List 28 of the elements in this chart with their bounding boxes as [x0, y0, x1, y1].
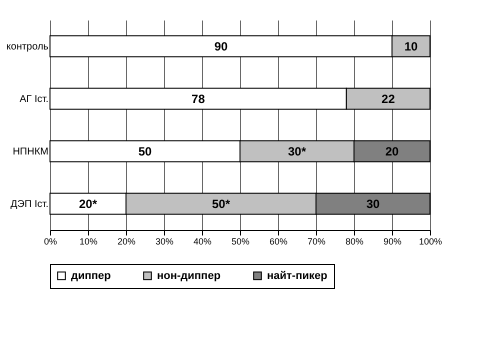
- data-label: 20*: [78, 196, 98, 211]
- data-label: 20: [385, 144, 399, 158]
- x-tick-label: 40%: [193, 236, 212, 246]
- x-tick-label: 80%: [345, 236, 364, 246]
- y-tick-label: ДЭП Iст.: [10, 198, 48, 210]
- x-tick-label: 90%: [383, 236, 402, 246]
- data-label: 50*: [212, 196, 230, 211]
- x-tick-label: 10%: [79, 236, 98, 246]
- data-label: 78: [192, 92, 206, 106]
- data-label: 50: [138, 144, 152, 158]
- legend-label: диппер: [71, 270, 112, 282]
- data-label: 30: [366, 196, 380, 211]
- y-tick-label: НПНКМ: [12, 146, 48, 158]
- legend-label: найт-пикер: [267, 270, 328, 282]
- y-tick-label: контроль: [6, 41, 48, 52]
- data-label: 10: [404, 39, 418, 54]
- x-tick-label: 20%: [117, 236, 136, 246]
- x-tick-label: 60%: [269, 236, 288, 246]
- x-tick-label: 0%: [44, 236, 58, 246]
- data-label: 22: [382, 92, 396, 106]
- data-label: 30*: [288, 144, 306, 158]
- x-tick-label: 50%: [231, 236, 250, 246]
- x-tick-label: 100%: [418, 236, 442, 246]
- data-label: 90: [214, 39, 228, 54]
- x-tick-label: 70%: [307, 236, 326, 246]
- y-tick-label: АГ Iст.: [20, 94, 48, 105]
- x-tick-label: 30%: [155, 236, 174, 246]
- legend-label: нон-диппер: [157, 270, 221, 282]
